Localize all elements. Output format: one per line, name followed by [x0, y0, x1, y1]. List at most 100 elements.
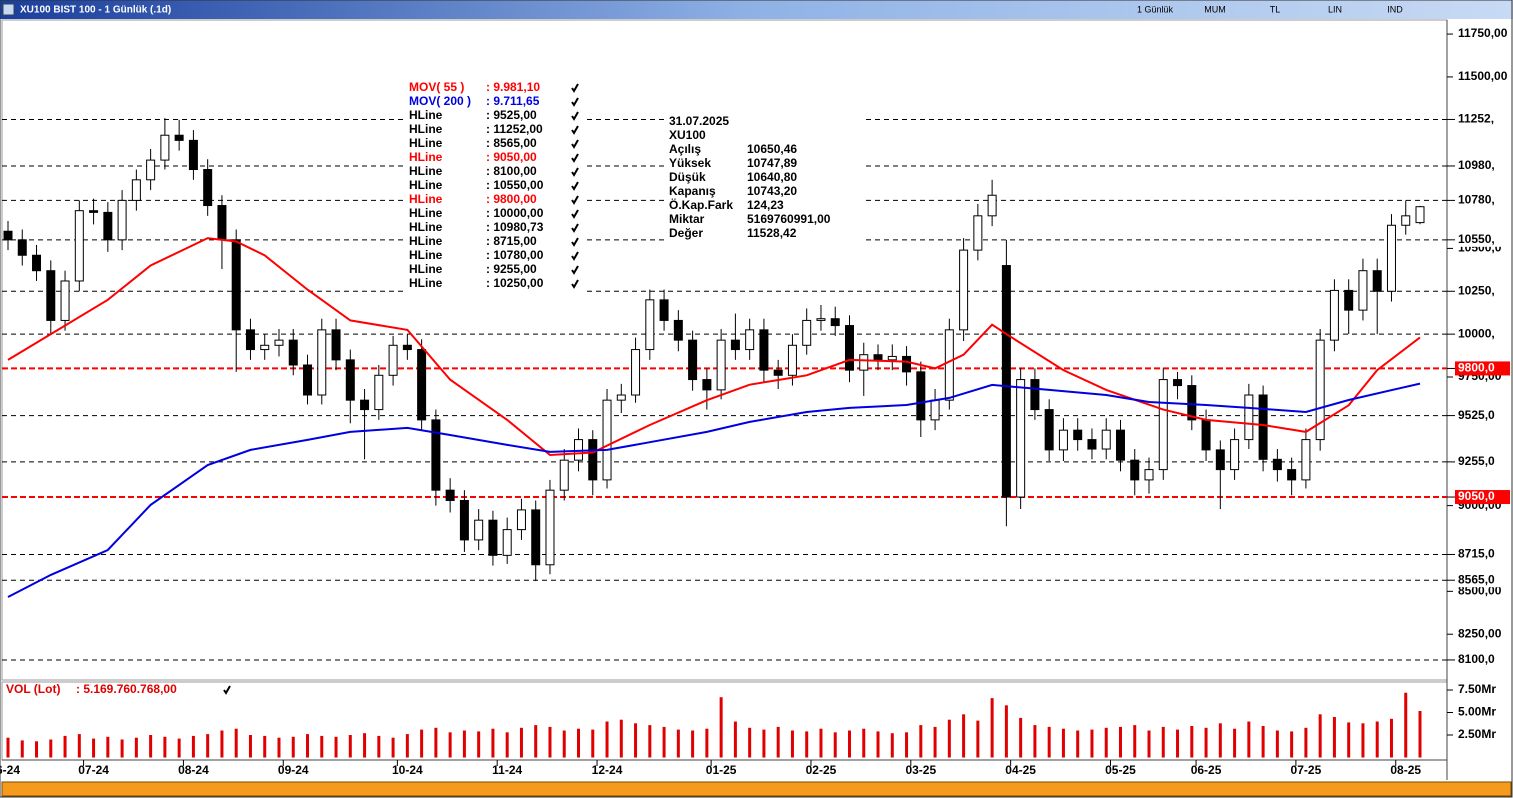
- volume-bar: [149, 735, 153, 758]
- volume-bar: [348, 735, 352, 758]
- check-icon[interactable]: [571, 195, 579, 205]
- candle-body: [944, 329, 954, 401]
- check-icon[interactable]: [571, 97, 579, 107]
- check-icon[interactable]: [223, 685, 231, 695]
- volume-bar: [662, 726, 666, 758]
- candle-body: [1187, 385, 1197, 421]
- hline-label-box: [1455, 454, 1510, 469]
- check-icon[interactable]: [571, 153, 579, 163]
- window-title: XU100 BIST 100 - 1 Günlük (.1d): [20, 5, 171, 16]
- candle-body: [217, 205, 227, 241]
- check-icon[interactable]: [571, 209, 579, 219]
- volume-bar: [1375, 721, 1379, 758]
- check-icon[interactable]: [571, 167, 579, 177]
- hline-label-box: [1455, 112, 1510, 127]
- legend-name: HLine: [409, 178, 443, 192]
- legend-name: MOV( 200 ): [409, 94, 471, 108]
- close-icon[interactable]: [2, 3, 15, 16]
- info-key: Kapanış: [669, 184, 716, 198]
- check-icon[interactable]: [571, 83, 579, 93]
- candle-body: [1001, 265, 1011, 498]
- y-tick-label: 11500,00: [1458, 69, 1508, 83]
- volume-bar: [947, 719, 951, 758]
- volume-tick-label: 2.50Mr: [1458, 727, 1496, 741]
- check-icon[interactable]: [571, 111, 579, 121]
- candle-body: [402, 344, 412, 351]
- candle-body: [1329, 289, 1339, 341]
- volume-bar: [6, 737, 10, 758]
- volume-bar: [790, 730, 794, 758]
- candle-body: [730, 339, 740, 351]
- hline-label: 8100,0: [1458, 652, 1495, 666]
- scrollbar[interactable]: [1, 781, 1512, 797]
- legend-value: : 9050,00: [486, 150, 537, 164]
- info-key: Açılış: [669, 142, 701, 156]
- check-icon[interactable]: [571, 223, 579, 233]
- candle-body: [531, 509, 541, 566]
- candle-body: [1230, 439, 1240, 471]
- candle-body: [374, 374, 384, 411]
- volume-value: : 5.169.760.768,00: [76, 682, 177, 696]
- candle-body: [231, 239, 241, 331]
- candle-body: [930, 399, 940, 421]
- check-icon[interactable]: [571, 237, 579, 247]
- volume-bar: [163, 736, 167, 758]
- candle-body: [488, 519, 498, 556]
- x-tick-label: 03-25: [905, 763, 936, 777]
- volume-bar: [976, 720, 980, 758]
- volume-bar: [1004, 705, 1008, 758]
- candle-body: [1115, 429, 1125, 461]
- volume-bar: [35, 741, 39, 758]
- volume-bar: [49, 739, 53, 758]
- x-tick-label: 08-25: [1390, 763, 1421, 777]
- candle-body: [459, 499, 469, 541]
- candle-body: [1201, 419, 1211, 451]
- toolbar-item[interactable]: 1 Günlük: [1137, 4, 1174, 14]
- hline-label-box: [1455, 158, 1510, 173]
- volume-bar: [591, 729, 595, 758]
- candle-body: [1244, 394, 1254, 441]
- toolbar-item[interactable]: IND: [1387, 4, 1403, 14]
- legend-name: HLine: [409, 206, 443, 220]
- x-tick-label: 07-25: [1291, 763, 1322, 777]
- hline-label: 9050,0: [1458, 489, 1495, 503]
- check-icon[interactable]: [571, 265, 579, 275]
- legend-name: HLine: [409, 122, 443, 136]
- candle-body: [1358, 270, 1368, 311]
- legend-value: : 10980,73: [486, 220, 544, 234]
- volume-bar: [306, 734, 310, 758]
- hline-label: 11252,: [1458, 112, 1494, 126]
- volume-bar: [933, 726, 937, 758]
- volume-bar: [762, 729, 766, 758]
- candle-body: [559, 459, 569, 491]
- info-key: Düşük: [669, 170, 706, 184]
- volume-bar: [1147, 730, 1151, 758]
- toolbar-item[interactable]: MUM: [1204, 4, 1226, 14]
- legend-background: [405, 81, 585, 293]
- check-icon[interactable]: [571, 279, 579, 289]
- candle-body: [17, 239, 27, 256]
- check-icon[interactable]: [571, 251, 579, 261]
- volume-bar: [990, 698, 994, 758]
- check-icon[interactable]: [571, 139, 579, 149]
- legend-name: MOV( 55 ): [409, 80, 464, 94]
- candle-body: [1101, 429, 1111, 450]
- check-icon[interactable]: [571, 125, 579, 135]
- hline-label-box: [1455, 327, 1510, 342]
- toolbar: 1 Günlük MUM TL LIN IND: [1137, 4, 1403, 14]
- volume-bar: [1304, 727, 1308, 758]
- candle-body: [431, 419, 441, 491]
- toolbar-item[interactable]: LIN: [1328, 4, 1342, 14]
- candle-body: [60, 280, 70, 321]
- check-icon[interactable]: [571, 181, 579, 191]
- candle-body: [787, 344, 797, 376]
- hline-label: 9525,0: [1458, 408, 1495, 422]
- volume-bar: [1218, 723, 1222, 758]
- volume-bar: [619, 719, 623, 758]
- candles: [3, 118, 1425, 582]
- toolbar-item[interactable]: TL: [1270, 4, 1281, 14]
- volume-bar: [206, 734, 210, 758]
- candle-body: [445, 489, 455, 501]
- candle-body: [616, 394, 626, 401]
- volume-bar: [1318, 714, 1322, 758]
